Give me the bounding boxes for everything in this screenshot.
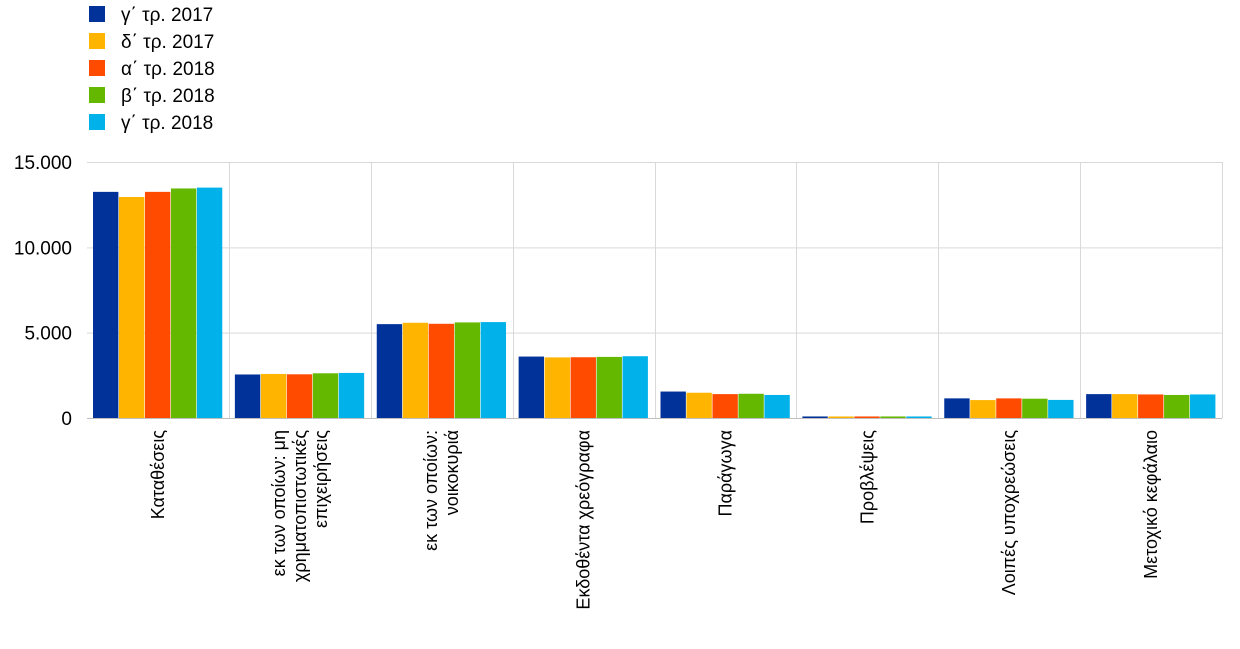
bar — [402, 322, 429, 418]
bar — [544, 357, 570, 418]
bar — [196, 187, 223, 418]
x-category-label-line: Καταθέσεις — [148, 430, 168, 520]
bar — [880, 416, 906, 418]
legend-label: α΄ τρ. 2018 — [121, 59, 215, 80]
bar — [1138, 394, 1164, 418]
bar — [260, 373, 287, 418]
x-category-label-line: επιχειρήσεις — [311, 430, 331, 528]
bar — [906, 416, 932, 418]
y-axis-ticks: 0 5.000 10.000 15.000 — [14, 153, 72, 430]
x-category-label: Προβλέψεις — [857, 430, 877, 524]
bar — [712, 394, 738, 418]
legend-swatch — [89, 87, 105, 103]
x-category-label-line: Προβλέψεις — [857, 430, 877, 524]
x-category-label-line: εκ των οποίων: μη — [269, 430, 289, 576]
bar — [454, 322, 481, 418]
bar — [828, 416, 854, 418]
y-tick-label: 0 — [61, 409, 72, 430]
bar — [312, 373, 339, 418]
gridlines — [87, 162, 1223, 418]
bar — [1190, 394, 1216, 418]
x-category-label-line: εκ των οποίων: — [421, 430, 441, 551]
x-category-label: Καταθέσεις — [148, 430, 168, 520]
bar — [376, 324, 403, 418]
legend-label: γ΄ τρ. 2018 — [121, 113, 213, 134]
bar — [234, 374, 261, 418]
y-tick-label: 15.000 — [14, 153, 72, 174]
bar — [570, 357, 596, 418]
legend-label: δ΄ τρ. 2017 — [121, 32, 214, 53]
x-category-label-line: νοικοκυριά — [442, 430, 462, 515]
y-tick-label: 5.000 — [24, 324, 72, 345]
bar — [480, 322, 507, 418]
x-category-label: Εκδοθέντα χρεόγραφα — [574, 430, 594, 610]
bar — [118, 196, 145, 418]
bar — [764, 394, 790, 418]
x-axis-category-labels: Καταθέσεις εκ των οποίων: μη χρηματοπιστωτ… — [148, 430, 1161, 610]
bar — [738, 393, 764, 418]
legend-swatch — [89, 60, 105, 76]
bars — [93, 187, 1216, 418]
x-category-label-line: Εκδοθέντα χρεόγραφα — [574, 430, 594, 610]
legend-label: β΄ τρ. 2018 — [121, 86, 215, 107]
bar — [1086, 394, 1112, 418]
bar — [970, 400, 996, 418]
bar — [170, 188, 197, 418]
bar — [854, 416, 880, 418]
x-category-label: εκ των οποίων: νοικοκυριά — [421, 430, 462, 551]
bar — [1048, 399, 1074, 418]
bar — [428, 323, 455, 418]
bar — [1022, 398, 1048, 418]
x-category-label-line: χρηματοπιστωτικές — [290, 430, 310, 582]
bar — [93, 191, 119, 418]
legend: γ΄ τρ. 2017 δ΄ τρ. 2017 α΄ τρ. 2018 β΄ τρ. … — [89, 5, 215, 134]
x-category-label: εκ των οποίων: μη χρηματοπιστωτικές επιχει… — [269, 430, 331, 582]
bar — [338, 372, 365, 418]
legend-swatch — [89, 114, 105, 130]
bar — [686, 392, 712, 418]
bar — [660, 391, 686, 418]
bar — [996, 398, 1022, 418]
bar — [1164, 394, 1190, 418]
legend-swatch — [89, 33, 105, 49]
x-category-label: Παράγωγα — [715, 430, 735, 517]
x-category-label-line: Παράγωγα — [715, 430, 735, 517]
x-category-label-line: Μετοχικό κεφάλαιο — [1141, 430, 1161, 579]
x-category-label-line: Λοιπές υποχρεώσεις — [999, 430, 1019, 596]
bar — [286, 374, 313, 418]
bar — [1112, 394, 1138, 418]
bar — [596, 356, 622, 418]
bar — [518, 356, 544, 418]
bar — [802, 416, 828, 418]
bar — [944, 398, 970, 418]
legend-swatch — [89, 6, 105, 22]
y-tick-label: 10.000 — [14, 238, 72, 259]
bar — [622, 356, 648, 418]
x-category-label: Μετοχικό κεφάλαιο — [1141, 430, 1161, 579]
bar — [144, 191, 171, 418]
legend-label: γ΄ τρ. 2017 — [121, 5, 213, 26]
x-category-label: Λοιπές υποχρεώσεις — [999, 430, 1019, 596]
